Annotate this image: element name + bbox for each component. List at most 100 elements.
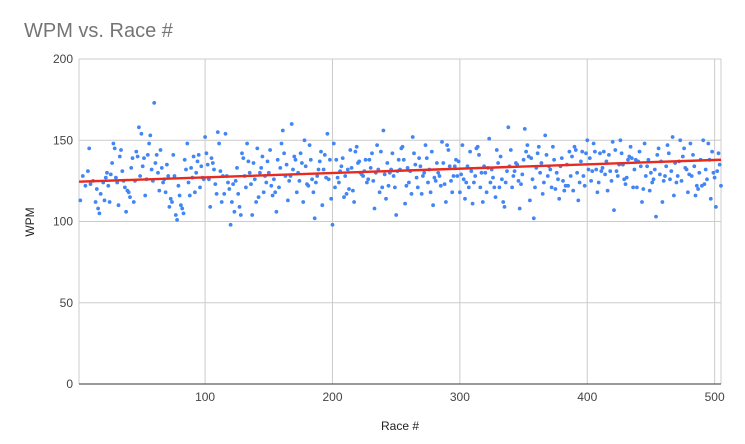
data-point <box>156 170 160 175</box>
data-point <box>131 200 136 204</box>
data-point <box>303 164 308 169</box>
data-point <box>280 128 285 133</box>
data-point <box>384 196 388 201</box>
data-point <box>168 196 173 201</box>
data-point <box>111 141 116 146</box>
data-point <box>455 174 460 178</box>
data-point <box>289 122 294 126</box>
data-point <box>542 180 546 185</box>
data-point <box>423 143 428 148</box>
data-point <box>525 143 530 148</box>
data-point <box>612 208 616 213</box>
data-point <box>226 180 230 185</box>
data-point <box>394 213 399 217</box>
data-point <box>650 180 655 185</box>
data-point <box>571 188 576 193</box>
data-point <box>553 187 558 191</box>
data-point <box>347 187 351 191</box>
data-point <box>152 101 157 105</box>
data-point <box>484 190 489 195</box>
data-point <box>143 193 148 198</box>
data-point <box>584 151 588 156</box>
data-point <box>543 133 548 138</box>
data-point <box>381 128 386 133</box>
data-point <box>353 149 358 154</box>
data-point <box>479 170 484 175</box>
data-point <box>682 146 686 151</box>
data-point <box>693 193 698 198</box>
data-point <box>153 161 158 165</box>
data-point <box>282 151 286 156</box>
data-point <box>589 179 593 183</box>
data-point <box>460 143 465 148</box>
data-point <box>116 203 121 208</box>
data-point <box>371 179 376 183</box>
x-tick-labels: 100 200 300 400 500 <box>195 390 725 404</box>
data-point <box>643 174 648 178</box>
data-point <box>108 172 113 177</box>
data-point <box>651 177 656 182</box>
data-point <box>587 156 592 161</box>
data-point <box>235 166 239 170</box>
data-point <box>701 138 706 143</box>
data-point <box>468 149 472 154</box>
data-point <box>195 159 200 164</box>
data-point <box>524 149 528 154</box>
data-point <box>354 144 359 149</box>
data-point <box>264 180 269 185</box>
data-point <box>432 175 437 180</box>
data-point <box>238 213 243 217</box>
data-point <box>308 157 313 162</box>
data-point <box>123 185 127 190</box>
data-point <box>311 190 316 195</box>
data-point <box>236 192 241 196</box>
data-point <box>330 222 335 227</box>
data-point <box>538 170 542 175</box>
data-point <box>480 200 485 204</box>
data-point <box>301 200 306 204</box>
data-point <box>357 159 362 164</box>
data-point <box>314 180 318 185</box>
data-point <box>603 172 607 177</box>
data-point <box>129 166 134 170</box>
data-point <box>456 159 461 164</box>
data-point <box>686 190 690 195</box>
data-point <box>256 195 261 200</box>
data-point <box>310 177 314 182</box>
data-point <box>361 174 365 178</box>
data-point <box>199 164 204 169</box>
data-point <box>658 172 662 177</box>
data-point <box>319 149 323 154</box>
data-point <box>638 164 643 169</box>
data-point <box>628 144 633 149</box>
data-point <box>177 193 182 198</box>
data-point <box>222 192 227 196</box>
data-point <box>478 185 483 190</box>
data-point <box>433 179 438 183</box>
data-point <box>413 162 418 167</box>
data-point <box>533 185 537 190</box>
data-point <box>672 193 676 198</box>
data-point <box>320 203 325 208</box>
data-point <box>130 156 135 161</box>
data-point <box>610 140 615 144</box>
data-point <box>598 151 602 156</box>
data-point <box>322 153 327 157</box>
x-tick-label: 100 <box>195 390 215 404</box>
data-point <box>618 138 623 143</box>
data-point <box>214 192 219 196</box>
data-point <box>497 185 502 190</box>
data-point <box>103 175 108 180</box>
data-point <box>593 149 597 154</box>
data-point <box>545 174 550 178</box>
data-point <box>375 143 379 148</box>
data-point <box>609 179 614 183</box>
data-point <box>393 185 397 190</box>
data-point <box>227 187 232 191</box>
data-point <box>629 156 634 161</box>
data-point <box>163 190 168 195</box>
data-point <box>494 148 499 152</box>
data-point <box>231 182 236 187</box>
data-point <box>187 193 192 198</box>
data-point <box>656 146 661 151</box>
